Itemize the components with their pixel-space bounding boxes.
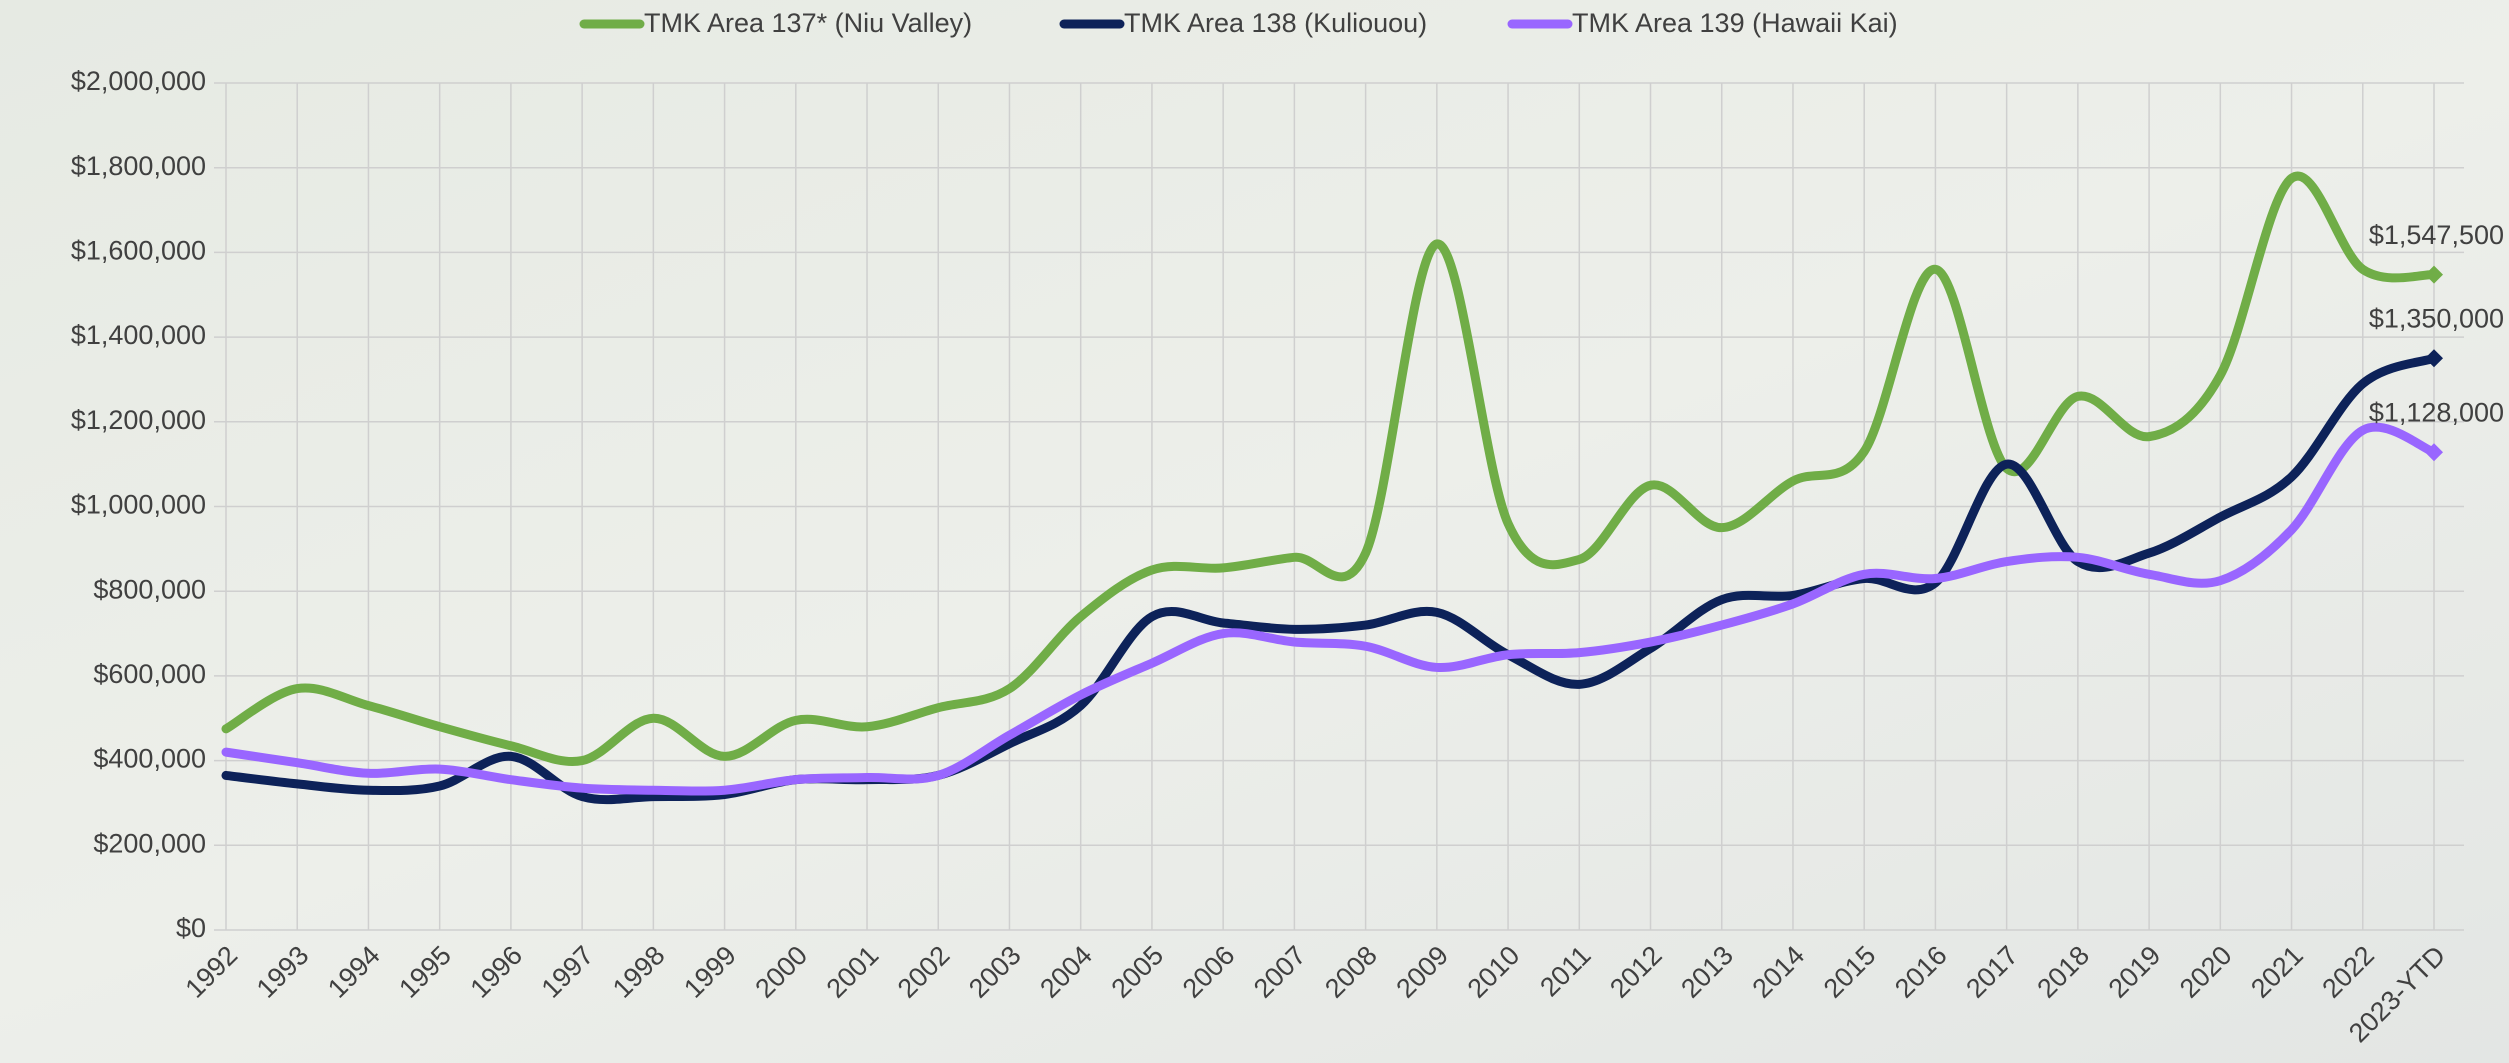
x-tick-label: 2016	[1889, 940, 1953, 1004]
x-tick-label: 1996	[464, 940, 528, 1004]
end-marker	[2425, 349, 2443, 367]
x-tick-label: 2005	[1106, 940, 1170, 1004]
x-tick-label: 2003	[963, 940, 1027, 1004]
series-line	[226, 176, 2434, 761]
x-tick-label: 2020	[2174, 940, 2238, 1004]
legend-label: TMK Area 137* (Niu Valley)	[644, 8, 972, 38]
x-tick-label: 2000	[749, 940, 813, 1004]
x-tick-label: 2018	[2031, 940, 2095, 1004]
y-tick-label: $1,000,000	[71, 490, 206, 520]
x-tick-label: 2007	[1248, 940, 1312, 1004]
value-label: $1,350,000	[2369, 303, 2504, 333]
chart: 1992199319941995199619971998199920002001…	[0, 0, 2509, 1063]
y-tick-label: $1,400,000	[71, 320, 206, 350]
value-label: $1,128,000	[2369, 397, 2504, 427]
x-tick-label: 2011	[1534, 940, 1596, 1002]
x-tick-label: 2006	[1177, 940, 1241, 1004]
x-tick-label: 2013	[1675, 940, 1739, 1004]
y-tick-label: $200,000	[93, 828, 206, 858]
x-tick-label: 2017	[1960, 940, 2024, 1004]
y-tick-label: $1,600,000	[71, 236, 206, 266]
x-tick-label: 1999	[678, 940, 742, 1004]
value-label: $1,547,500	[2369, 220, 2504, 250]
x-tick-label: 1998	[607, 940, 671, 1004]
x-tick-label: 2014	[1747, 940, 1811, 1004]
x-tick-label: 1993	[251, 940, 315, 1004]
y-tick-label: $400,000	[93, 744, 206, 774]
end-marker	[2425, 266, 2443, 284]
x-tick-label: 2004	[1034, 940, 1098, 1004]
x-tick-label: 2001	[821, 940, 885, 1004]
legend-label: TMK Area 139 (Hawaii Kai)	[1572, 8, 1898, 38]
x-tick-label: 1997	[536, 940, 600, 1004]
series-line	[226, 427, 2434, 791]
x-tick-label: 1995	[393, 940, 457, 1004]
legend-label: TMK Area 138 (Kuliouou)	[1124, 8, 1427, 38]
y-tick-label: $600,000	[93, 659, 206, 689]
x-tick-label: 2019	[2103, 940, 2167, 1004]
x-tick-label: 1994	[322, 940, 386, 1004]
page: 1992199319941995199619971998199920002001…	[0, 0, 2509, 1063]
x-tick-label: 2022	[2316, 940, 2380, 1004]
y-tick-label: $1,200,000	[71, 405, 206, 435]
x-tick-label: 2010	[1462, 940, 1526, 1004]
series-line	[226, 358, 2434, 799]
y-tick-label: $0	[176, 913, 206, 943]
x-tick-label: 2012	[1604, 940, 1668, 1004]
x-tick-label: 2009	[1390, 940, 1454, 1004]
x-tick-label: 2021	[2245, 940, 2309, 1004]
y-tick-label: $2,000,000	[71, 66, 206, 96]
y-tick-label: $1,800,000	[71, 151, 206, 181]
x-tick-label: 2002	[892, 940, 956, 1004]
x-tick-label: 2008	[1319, 940, 1383, 1004]
x-tick-label: 1992	[180, 940, 244, 1004]
y-tick-label: $800,000	[93, 574, 206, 604]
x-tick-label: 2015	[1818, 940, 1882, 1004]
